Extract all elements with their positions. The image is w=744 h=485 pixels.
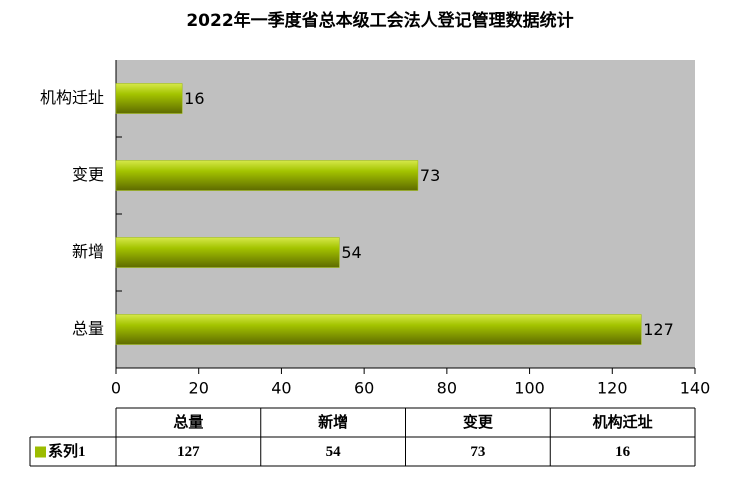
y-tick-label: 新增 xyxy=(72,242,104,261)
bar xyxy=(115,160,419,191)
table-cell: 54 xyxy=(326,444,342,460)
bar xyxy=(115,83,183,114)
bar xyxy=(115,237,340,268)
x-tick-label: 120 xyxy=(597,379,628,398)
table-cell: 73 xyxy=(470,444,485,460)
legend-label: 系列1 xyxy=(48,442,86,460)
data-label: 54 xyxy=(341,243,361,262)
data-label: 16 xyxy=(184,89,204,108)
x-tick-label: 20 xyxy=(189,379,209,398)
x-tick-label: 0 xyxy=(111,379,121,398)
y-tick-label: 机构迁址 xyxy=(40,88,104,107)
y-tick-label: 总量 xyxy=(72,319,104,338)
table-cell: 127 xyxy=(177,444,200,460)
x-tick-label: 100 xyxy=(514,379,545,398)
bar xyxy=(115,314,642,345)
table-header: 机构迁址 xyxy=(593,413,653,431)
chart-title: 2022年一季度省总本级工会法人登记管理数据统计 xyxy=(186,10,573,31)
x-tick-label: 40 xyxy=(271,379,291,398)
x-tick-label: 80 xyxy=(437,379,457,398)
data-label: 73 xyxy=(420,166,440,185)
x-tick-label: 140 xyxy=(680,379,711,398)
data-label: 127 xyxy=(643,320,674,339)
x-tick-label: 60 xyxy=(354,379,374,398)
table-cell: 16 xyxy=(615,444,631,460)
table-header: 变更 xyxy=(463,413,494,431)
table-header: 新增 xyxy=(318,413,348,431)
y-tick-label: 变更 xyxy=(72,165,104,184)
table-header: 总量 xyxy=(173,413,203,431)
legend-swatch xyxy=(35,446,46,458)
